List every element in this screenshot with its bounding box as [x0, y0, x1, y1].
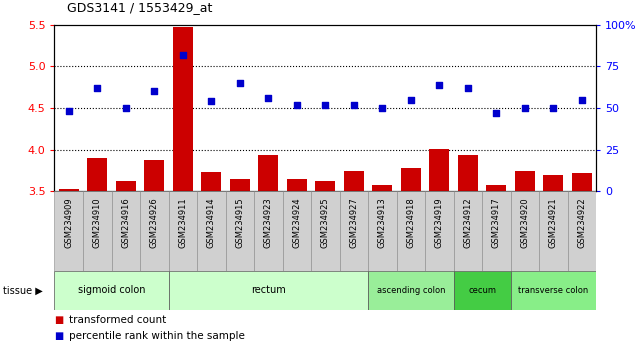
- Bar: [144, 160, 164, 191]
- Bar: [258, 155, 278, 191]
- Text: tissue ▶: tissue ▶: [3, 285, 43, 295]
- Point: [520, 105, 530, 111]
- Text: GSM234921: GSM234921: [549, 198, 558, 248]
- Point: [491, 110, 501, 116]
- Point: [121, 105, 131, 111]
- Point: [406, 97, 416, 102]
- Bar: [372, 184, 392, 191]
- Bar: [283, 191, 311, 271]
- Bar: [287, 179, 307, 191]
- Bar: [254, 191, 283, 271]
- Bar: [83, 191, 112, 271]
- Bar: [116, 181, 136, 191]
- Bar: [344, 171, 364, 191]
- Text: GSM234923: GSM234923: [264, 198, 273, 248]
- Bar: [429, 149, 449, 191]
- Bar: [197, 191, 226, 271]
- Bar: [572, 173, 592, 191]
- Bar: [397, 191, 425, 271]
- Bar: [454, 271, 511, 310]
- Bar: [368, 271, 454, 310]
- Text: sigmoid colon: sigmoid colon: [78, 285, 146, 295]
- Bar: [454, 191, 482, 271]
- Bar: [230, 179, 250, 191]
- Text: GSM234913: GSM234913: [378, 198, 387, 248]
- Point: [320, 102, 331, 108]
- Bar: [458, 155, 478, 191]
- Text: ■: ■: [54, 331, 63, 341]
- Bar: [87, 158, 107, 191]
- Point: [292, 102, 302, 108]
- Text: GSM234915: GSM234915: [235, 198, 244, 248]
- Bar: [568, 191, 596, 271]
- Text: GSM234911: GSM234911: [178, 198, 187, 248]
- Text: transformed count: transformed count: [69, 315, 166, 325]
- Text: GSM234919: GSM234919: [435, 198, 444, 248]
- Bar: [482, 191, 511, 271]
- Bar: [368, 191, 397, 271]
- Bar: [511, 271, 596, 310]
- Bar: [539, 191, 568, 271]
- Bar: [544, 175, 563, 191]
- Point: [377, 105, 387, 111]
- Bar: [487, 185, 506, 191]
- Text: GSM234922: GSM234922: [578, 198, 587, 248]
- Bar: [54, 191, 83, 271]
- Point: [548, 105, 558, 111]
- Bar: [201, 172, 221, 191]
- Point: [235, 80, 245, 86]
- Bar: [401, 168, 420, 191]
- Text: GSM234927: GSM234927: [349, 198, 358, 248]
- Text: percentile rank within the sample: percentile rank within the sample: [69, 331, 244, 341]
- Text: GSM234925: GSM234925: [320, 198, 330, 248]
- Bar: [515, 171, 535, 191]
- Text: ■: ■: [54, 315, 63, 325]
- Text: GSM234918: GSM234918: [406, 198, 415, 248]
- Bar: [59, 189, 79, 191]
- Text: GSM234924: GSM234924: [292, 198, 301, 248]
- Text: GSM234917: GSM234917: [492, 198, 501, 248]
- Text: GSM234926: GSM234926: [150, 198, 159, 248]
- Point: [263, 95, 274, 101]
- Point: [63, 108, 74, 114]
- Bar: [169, 271, 368, 310]
- Text: ascending colon: ascending colon: [376, 286, 445, 295]
- Text: GSM234909: GSM234909: [64, 198, 73, 248]
- Bar: [311, 191, 340, 271]
- Text: GSM234910: GSM234910: [93, 198, 102, 248]
- Text: GSM234916: GSM234916: [121, 198, 130, 248]
- Bar: [112, 191, 140, 271]
- Point: [463, 85, 473, 91]
- Bar: [315, 181, 335, 191]
- Text: cecum: cecum: [468, 286, 496, 295]
- Bar: [54, 271, 169, 310]
- Text: rectum: rectum: [251, 285, 286, 295]
- Point: [149, 88, 160, 94]
- Point: [434, 82, 444, 87]
- Point: [92, 85, 103, 91]
- Point: [206, 98, 217, 104]
- Text: GSM234912: GSM234912: [463, 198, 472, 248]
- Bar: [226, 191, 254, 271]
- Bar: [511, 191, 539, 271]
- Bar: [169, 191, 197, 271]
- Text: GSM234914: GSM234914: [207, 198, 216, 248]
- Text: transverse colon: transverse colon: [518, 286, 588, 295]
- Bar: [340, 191, 368, 271]
- Point: [349, 102, 359, 108]
- Text: GSM234920: GSM234920: [520, 198, 529, 248]
- Point: [178, 52, 188, 58]
- Bar: [425, 191, 454, 271]
- Point: [577, 97, 587, 102]
- Bar: [140, 191, 169, 271]
- Text: GDS3141 / 1553429_at: GDS3141 / 1553429_at: [67, 1, 213, 14]
- Bar: [173, 27, 193, 191]
